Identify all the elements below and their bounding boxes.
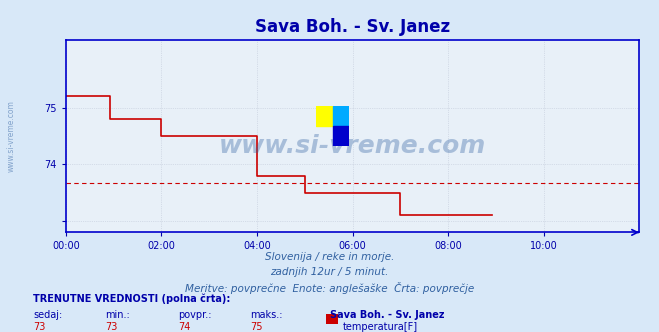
Title: Sava Boh. - Sv. Janez: Sava Boh. - Sv. Janez (255, 18, 450, 36)
Text: min.:: min.: (105, 310, 130, 320)
Text: 75: 75 (250, 322, 263, 332)
Text: 73: 73 (33, 322, 45, 332)
Text: povpr.:: povpr.: (178, 310, 212, 320)
Text: www.si-vreme.com: www.si-vreme.com (7, 100, 16, 172)
Text: zadnjih 12ur / 5 minut.: zadnjih 12ur / 5 minut. (270, 267, 389, 277)
Bar (316, 106, 333, 126)
Text: sedaj:: sedaj: (33, 310, 62, 320)
Text: Sava Boh. - Sv. Janez: Sava Boh. - Sv. Janez (330, 310, 444, 320)
Bar (333, 126, 349, 146)
Text: temperatura[F]: temperatura[F] (343, 322, 418, 332)
Text: 74: 74 (178, 322, 190, 332)
Text: Slovenija / reke in morje.: Slovenija / reke in morje. (265, 252, 394, 262)
Text: www.si-vreme.com: www.si-vreme.com (219, 134, 486, 158)
Text: maks.:: maks.: (250, 310, 283, 320)
Text: TRENUTNE VREDNOSTI (polna črta):: TRENUTNE VREDNOSTI (polna črta): (33, 294, 231, 304)
Text: 73: 73 (105, 322, 118, 332)
Text: Meritve: povprečne  Enote: anglešaške  Črta: povprečje: Meritve: povprečne Enote: anglešaške Črt… (185, 282, 474, 294)
Bar (333, 106, 349, 126)
